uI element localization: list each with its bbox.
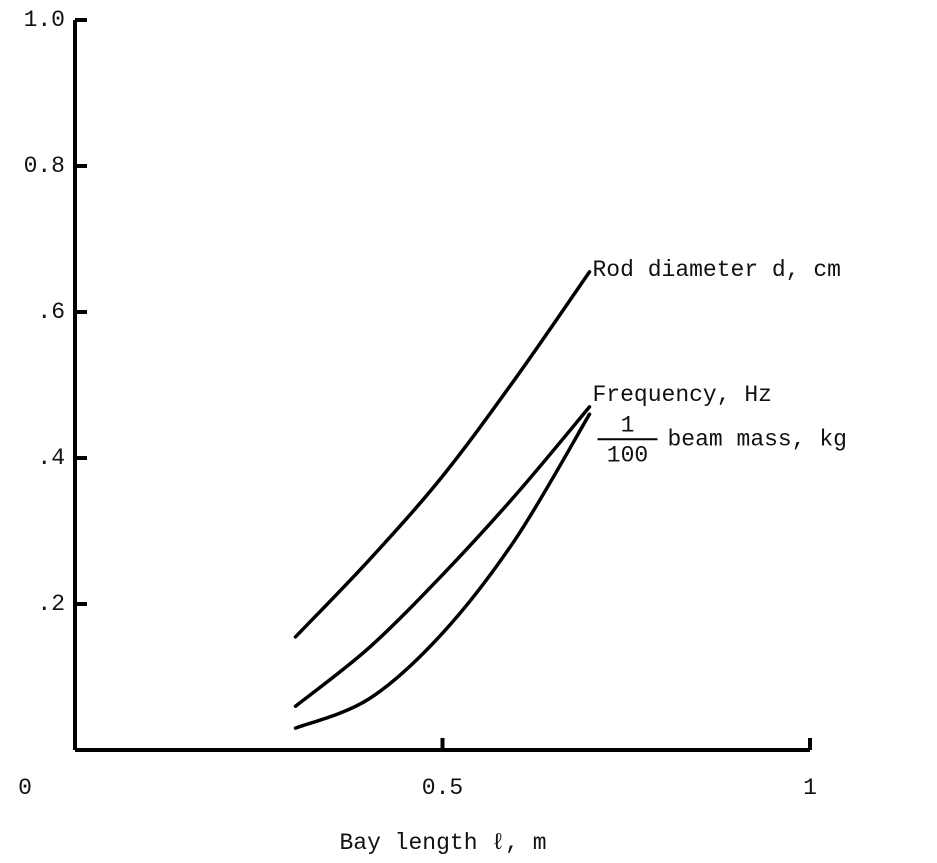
x-tick-label: 1 [803, 775, 817, 801]
series-line [293, 405, 592, 708]
y-tick-label: .6 [37, 299, 65, 325]
label-fraction-denominator: 100 [607, 442, 648, 468]
x-axis-label: Bay length ℓ, m [339, 830, 546, 856]
series-label: Rod diameter d, cm [593, 257, 841, 283]
y-tick-label: 1.0 [24, 7, 65, 33]
series-label: beam mass, kg [668, 426, 847, 452]
series-label: Frequency, Hz [593, 382, 772, 408]
x-tick-label: 0 [18, 775, 32, 801]
x-tick-label: 0.5 [422, 775, 463, 801]
series-line [293, 412, 592, 730]
y-tick-label: 0.8 [24, 153, 65, 179]
y-tick-label: .2 [37, 591, 65, 617]
label-fraction-numerator: 1 [621, 412, 635, 438]
y-tick-label: .4 [37, 445, 65, 471]
series-line [293, 270, 592, 639]
